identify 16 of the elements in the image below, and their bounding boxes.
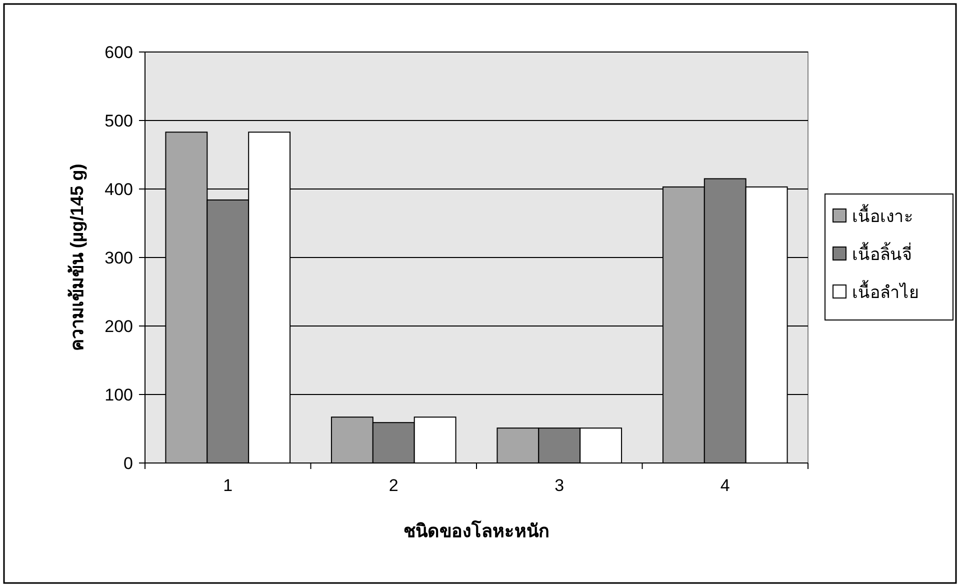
- y-tick-label: 600: [104, 43, 133, 62]
- x-tick-label: 4: [720, 476, 730, 495]
- x-tick-label: 2: [388, 476, 398, 495]
- x-tick-label: 1: [223, 476, 233, 495]
- y-tick-label: 500: [104, 112, 133, 130]
- x-axis-title: ชนิดของโลหะหนัก: [404, 520, 550, 541]
- legend-label: เนื้อเงาะ: [852, 204, 913, 226]
- y-tick-label: 400: [104, 180, 133, 199]
- legend-label: เนื้อลำไย: [852, 280, 919, 302]
- x-tick-label: 3: [554, 476, 564, 495]
- legend-label: เนื้อลิ้นจี่: [852, 242, 912, 264]
- y-tick-label: 0: [124, 454, 133, 473]
- y-tick-label: 300: [104, 248, 133, 268]
- y-tick-label: 200: [104, 317, 133, 336]
- y-tick-label: 100: [104, 386, 133, 404]
- y-axis-title: ความเข้มข้น (µg/145 g): [67, 164, 87, 352]
